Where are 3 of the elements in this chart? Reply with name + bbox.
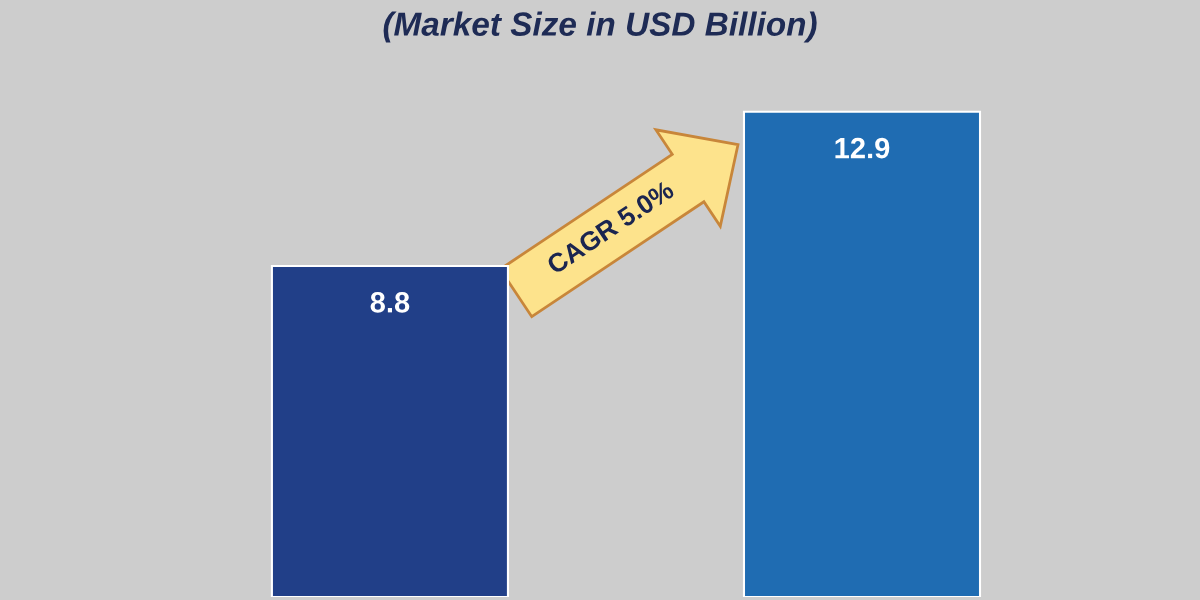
data-label: 8.8 (370, 292, 410, 313)
chart-title: (Market Size in USD Billion) (383, 11, 817, 43)
data-label: 12.9 (835, 137, 890, 159)
